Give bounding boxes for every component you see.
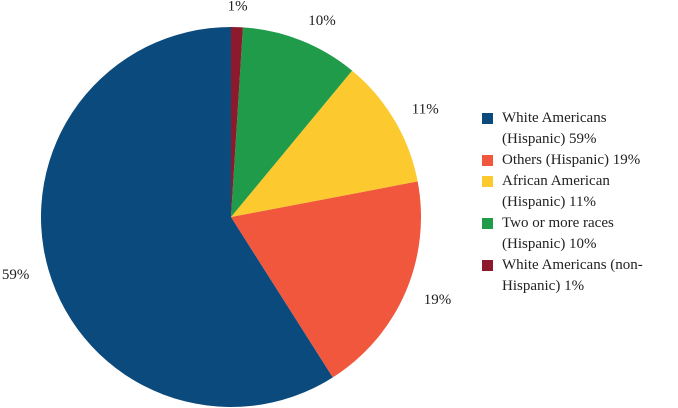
- legend-swatch: [482, 260, 493, 271]
- legend-label: African American (Hispanic) 11%: [502, 173, 610, 210]
- data-label: 19%: [424, 292, 452, 308]
- legend-item: Two or more races (Hispanic) 10%: [480, 213, 662, 255]
- legend-label: Two or more races (Hispanic) 10%: [502, 215, 614, 252]
- legend-swatch: [482, 113, 493, 124]
- legend-item: White Americans (Hispanic) 59%: [480, 108, 662, 150]
- legend-swatch: [482, 218, 493, 229]
- data-label: 11%: [412, 102, 439, 118]
- data-label: 1%: [228, 0, 248, 15]
- pie-slice: [41, 27, 333, 407]
- pie-slice: [231, 70, 418, 218]
- data-label: 10%: [308, 13, 336, 29]
- legend-label: White Americans (Hispanic) 59%: [502, 110, 607, 147]
- data-label: 59%: [2, 267, 30, 283]
- pie-slice: [231, 181, 422, 378]
- legend: White Americans (Hispanic) 59% Others (Hi…: [480, 108, 675, 297]
- pie-slice: [231, 27, 243, 217]
- chart: 59% 19% 11% 10% 1%: [2, 0, 452, 407]
- legend-item: White Americans (non-Hispanic) 1%: [480, 255, 662, 297]
- legend-item: Others (Hispanic) 19%: [480, 150, 662, 171]
- legend-swatch: [482, 176, 493, 187]
- legend-item: African American (Hispanic) 11%: [480, 171, 662, 213]
- pie-slice: [231, 27, 353, 217]
- legend-label: White Americans (non-Hispanic) 1%: [502, 257, 643, 294]
- legend-label: Others (Hispanic) 19%: [502, 152, 641, 168]
- legend-swatch: [482, 155, 493, 166]
